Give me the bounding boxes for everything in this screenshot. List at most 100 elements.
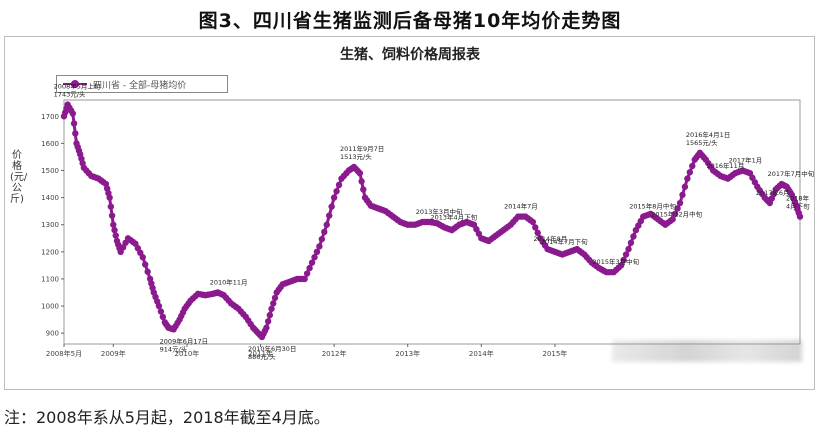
data-point <box>264 318 272 325</box>
data-point <box>313 248 321 256</box>
data-point <box>676 199 684 207</box>
annotation-label: 2014年8月 <box>534 234 568 243</box>
data-point <box>529 218 537 226</box>
annotation-label: 4月下旬 <box>786 202 810 211</box>
chart-frame <box>4 36 815 390</box>
data-point <box>321 228 328 236</box>
data-point <box>796 213 804 220</box>
data-point <box>159 313 167 321</box>
data-point <box>270 300 277 307</box>
data-point <box>110 221 117 228</box>
data-point <box>155 302 163 310</box>
data-point <box>308 259 316 266</box>
data-point <box>689 162 696 170</box>
y-tick-label: 1200 <box>41 248 59 256</box>
footnote: 注：2008年系从5月起，2018年截至4月底。 <box>4 408 330 427</box>
legend-swatch <box>63 79 87 89</box>
data-point <box>532 224 539 231</box>
y-axis-label: 价格(元/公斤) <box>10 150 28 205</box>
plot-area <box>63 99 801 345</box>
annotation-label: 2015年8月中旬 <box>629 202 676 211</box>
annotation-label: 2014年7月下旬 <box>541 237 588 246</box>
data-point <box>106 194 113 201</box>
data-point <box>630 233 637 240</box>
annotation-label: 2017年6月 <box>756 188 790 197</box>
data-point <box>139 254 146 261</box>
data-point <box>617 262 625 269</box>
data-point <box>107 203 115 210</box>
data-point <box>157 308 165 315</box>
data-point <box>111 226 118 234</box>
data-point <box>263 324 270 331</box>
watermark-blur <box>612 340 802 362</box>
data-point <box>686 169 694 176</box>
annotation-label: 1513元/头 <box>340 152 372 161</box>
annotation-label: 2010年11月 <box>210 277 248 286</box>
data-point <box>326 212 333 219</box>
data-point <box>358 178 365 185</box>
annotation-label: 2008年5月上旬 <box>54 82 101 91</box>
data-point <box>360 186 367 193</box>
data-point <box>679 191 686 199</box>
annotation-label: 2018年 <box>786 194 810 203</box>
legend: 四川省 - 全部-母猪均价 <box>56 75 228 93</box>
data-point <box>266 311 274 319</box>
data-point <box>69 110 77 117</box>
data-point <box>306 264 313 272</box>
figure-title: 图3、四川省生猪监测后备母猪10年均价走势图 <box>198 10 622 32</box>
annotation-label: 2016年4月1日 <box>686 130 730 139</box>
y-tick-label: 1300 <box>41 221 59 229</box>
legend-label: 四川省 - 全部-母猪均价 <box>93 80 187 91</box>
y-tick-label: 1000 <box>41 303 59 311</box>
data-point <box>318 235 326 243</box>
annotation-label: 1565元/头 <box>686 138 718 147</box>
data-point <box>681 183 689 190</box>
data-point <box>72 130 79 137</box>
annotation-label: 2009年6月17日 <box>160 336 208 345</box>
data-point <box>674 205 681 212</box>
annotation-label: 2017年1月 <box>729 155 763 164</box>
y-tick-label: 1700 <box>41 113 59 121</box>
data-point <box>112 232 119 239</box>
annotation-label: 2013年3月中旬 <box>416 207 463 216</box>
data-point <box>627 239 635 246</box>
y-tick-label: 900 <box>46 330 59 338</box>
data-point <box>316 243 323 250</box>
data-point <box>534 229 541 237</box>
data-point <box>620 256 627 264</box>
data-point <box>311 254 318 261</box>
y-tick-label: 1500 <box>41 167 59 175</box>
x-tick-label: 2010年 <box>174 349 199 358</box>
annotation-label: 914元/头 <box>160 344 188 353</box>
data-point <box>330 194 338 201</box>
data-point <box>335 181 343 189</box>
y-tick-label: 1100 <box>41 275 59 283</box>
y-tick-label: 1600 <box>41 140 59 148</box>
x-tick-label: 2011年 <box>248 349 273 358</box>
data-point <box>301 275 308 283</box>
data-point <box>328 203 335 210</box>
data-point <box>671 210 679 218</box>
annotation-label: 2015年12月中旬 <box>651 210 702 219</box>
x-tick-label: 2015年 <box>542 349 567 358</box>
x-tick-label: 2009年 <box>101 349 126 358</box>
data-point <box>303 270 311 277</box>
data-point <box>271 294 279 302</box>
data-point <box>268 305 275 312</box>
data-point <box>142 261 149 268</box>
annotation-label: 2014年7月 <box>504 202 538 211</box>
annotation-label: 1743元/头 <box>54 90 86 99</box>
data-point <box>622 251 630 258</box>
annotation-label: 886元/头 <box>248 352 276 361</box>
annotation-label: 2011年9月7日 <box>340 144 384 153</box>
y-tick-label: 1400 <box>41 194 59 202</box>
annotation-label: 2016年11月 <box>707 161 745 170</box>
data-point <box>356 170 364 177</box>
data-point <box>144 268 151 275</box>
x-tick-label: 2014年 <box>469 349 494 358</box>
annotation-label: 2013年4月下旬 <box>431 212 478 221</box>
x-tick-label: 2013年 <box>395 349 420 358</box>
chart-title: 生猪、饲料价格周报表 <box>340 47 480 63</box>
x-tick-label: 2008年5月 <box>46 349 82 358</box>
annotation-label: 2017年7月中旬 <box>768 169 815 178</box>
